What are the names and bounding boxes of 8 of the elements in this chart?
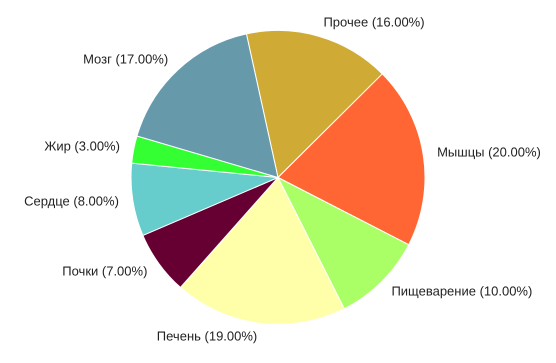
slice-label: Сердце (8.00%) [24,194,119,209]
slice-label: Мышцы (20.00%) [437,144,541,160]
slice-label: Прочее (16.00%) [323,14,425,30]
slice-label: Мозг (17.00%) [83,51,168,66]
slice-label: Печень (19.00%) [156,328,258,344]
slice-label: Почки (7.00%) [62,263,148,278]
slice-label: Жир (3.00%) [44,138,120,154]
slice-label: Пищеварение (10.00%) [391,283,532,298]
